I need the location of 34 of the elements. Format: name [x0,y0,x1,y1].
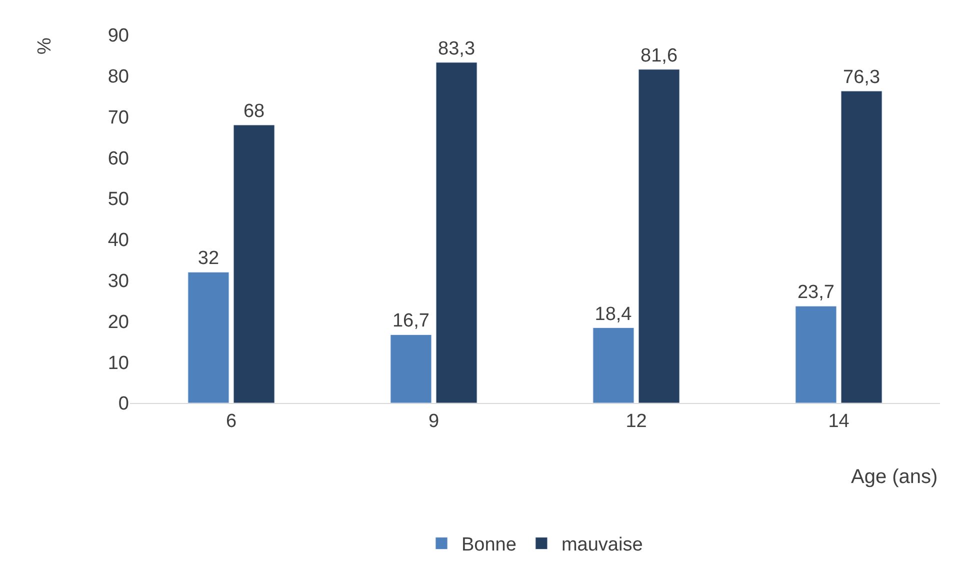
data-label: 76,3 [843,67,880,88]
x-axis-title: Age (ans) [851,466,938,488]
y-tick-label: 40 [108,230,129,252]
legend-label: Bonne [462,534,516,556]
x-tick-label: 14 [828,410,850,432]
x-tick-label: 6 [226,410,237,432]
bar [233,124,275,403]
bar [436,62,478,403]
y-tick-label: 70 [108,107,129,128]
y-tick-label: 30 [108,270,129,292]
y-tick-label: 20 [108,312,129,333]
data-label: 83,3 [438,38,476,60]
bar [795,306,837,403]
data-label: 81,6 [640,45,678,66]
bar [840,90,882,403]
data-label: 32 [198,248,220,270]
data-label: 68 [243,100,265,122]
data-label: 23,7 [797,282,834,304]
bar [188,272,230,403]
y-tick-label: 0 [118,394,129,415]
data-label: 16,7 [392,310,430,332]
y-tick-label: 60 [108,148,129,170]
bar [638,69,680,403]
x-tick-label: 9 [428,410,440,432]
legend-label: mauvaise [561,534,643,556]
y-tick-label: 80 [108,66,129,88]
x-tick-label: 12 [626,410,647,432]
y-tick-label: 90 [108,26,129,47]
data-label: 18,4 [594,304,632,325]
y-axis-title: % [34,37,56,54]
bar [592,328,634,403]
y-tick-label: 10 [108,352,129,374]
y-tick-label: 50 [108,189,129,210]
bar [390,334,432,403]
